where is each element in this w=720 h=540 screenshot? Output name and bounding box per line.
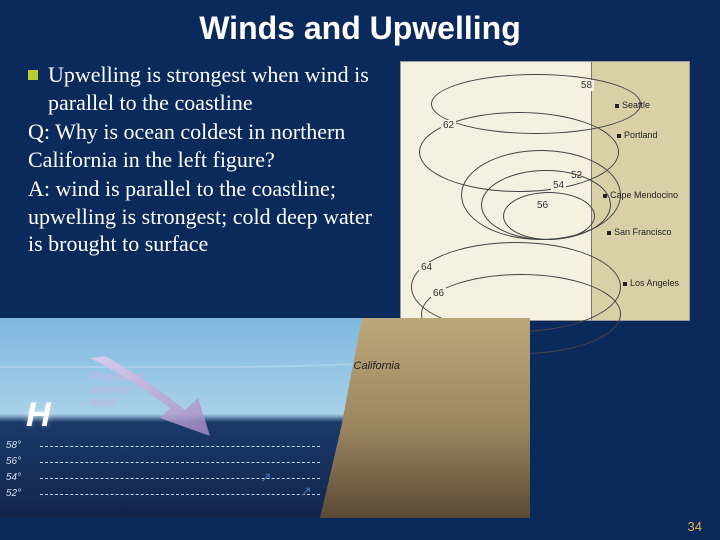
content-row: Upwelling is strongest when wind is para… [0, 61, 720, 321]
isotherm-label: 62 [441, 120, 456, 131]
isotherm-label: 56 [535, 200, 550, 211]
isotherm-line [40, 478, 320, 479]
text-block: Upwelling is strongest when wind is para… [0, 61, 400, 321]
upwelling-arrow-icon: ↗ [260, 469, 272, 486]
upwelling-arrow-icon: ↗ [300, 483, 312, 500]
wind-arrow-icon [70, 348, 260, 448]
california-label: California [354, 360, 400, 372]
depth-temp-label: 52° [6, 488, 21, 499]
isotherm-line [40, 494, 320, 495]
isotherm-line [40, 462, 320, 463]
city-label: Portland [617, 130, 658, 140]
upwelling-diagram: California H Prevailing summer wind 58°5… [0, 318, 530, 518]
question-text: Why is ocean coldest in northern Califor… [28, 119, 345, 172]
isotherm-label: 54 [551, 180, 566, 191]
isotherm-label: 66 [431, 288, 446, 299]
isotherm-label: 64 [419, 262, 434, 273]
question-line: Q: Why is ocean coldest in northern Cali… [28, 118, 392, 173]
depth-temp-label: 54° [6, 472, 21, 483]
temperature-map: 58625254566466 SeattlePortlandCape Mendo… [400, 61, 690, 321]
bullet-icon [28, 70, 38, 80]
bullet-text: Upwelling is strongest when wind is para… [48, 61, 392, 116]
depth-temp-label: 58° [6, 440, 21, 451]
city-label: San Francisco [607, 227, 672, 237]
depth-temp-label: 56° [6, 456, 21, 467]
slide-title: Winds and Upwelling [0, 0, 720, 47]
answer-label: A: [28, 176, 50, 201]
question-label: Q: [28, 119, 50, 144]
bullet-item: Upwelling is strongest when wind is para… [28, 61, 392, 116]
isotherm-line [40, 446, 320, 447]
isotherm-label: 58 [579, 80, 594, 91]
page-number: 34 [688, 519, 702, 534]
isotherm-lines: 58° 56° 54° 52° [0, 440, 320, 510]
answer-text: wind is parallel to the coastline; upwel… [28, 176, 372, 256]
city-label: Los Angeles [623, 278, 679, 288]
answer-line: A: wind is parallel to the coastline; up… [28, 175, 392, 258]
city-label: Cape Mendocino [603, 190, 678, 200]
city-label: Seattle [615, 100, 650, 110]
high-pressure-symbol: H [26, 396, 51, 435]
